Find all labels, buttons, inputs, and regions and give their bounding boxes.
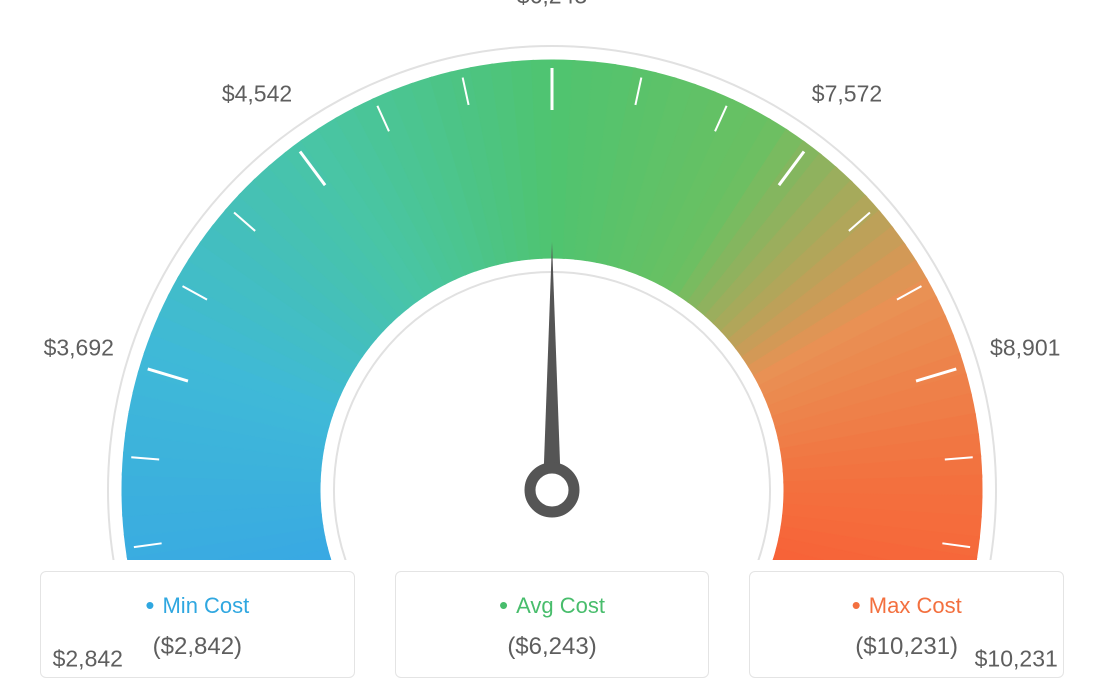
avg-cost-title: Avg Cost (406, 590, 699, 621)
min-cost-card: Min Cost ($2,842) (40, 571, 355, 678)
gauge-chart: $2,842$3,692$4,542$6,243$7,572$8,901$10,… (0, 0, 1104, 540)
gauge-tick-label: $3,692 (44, 335, 114, 362)
max-cost-value: ($10,231) (760, 633, 1053, 661)
gauge-tick-label: $8,901 (990, 335, 1060, 362)
summary-cards: Min Cost ($2,842) Avg Cost ($6,243) Max … (0, 571, 1104, 678)
gauge-tick-label: $4,542 (222, 80, 292, 107)
avg-cost-value: ($6,243) (406, 633, 699, 661)
gauge-tick-label: $6,243 (517, 0, 587, 10)
min-cost-title: Min Cost (51, 590, 344, 621)
max-cost-card: Max Cost ($10,231) (749, 571, 1064, 678)
min-cost-value: ($2,842) (51, 633, 344, 661)
gauge-tick-label: $7,572 (812, 80, 882, 107)
avg-cost-card: Avg Cost ($6,243) (395, 571, 710, 678)
max-cost-title: Max Cost (760, 590, 1053, 621)
gauge-svg (0, 0, 1104, 560)
